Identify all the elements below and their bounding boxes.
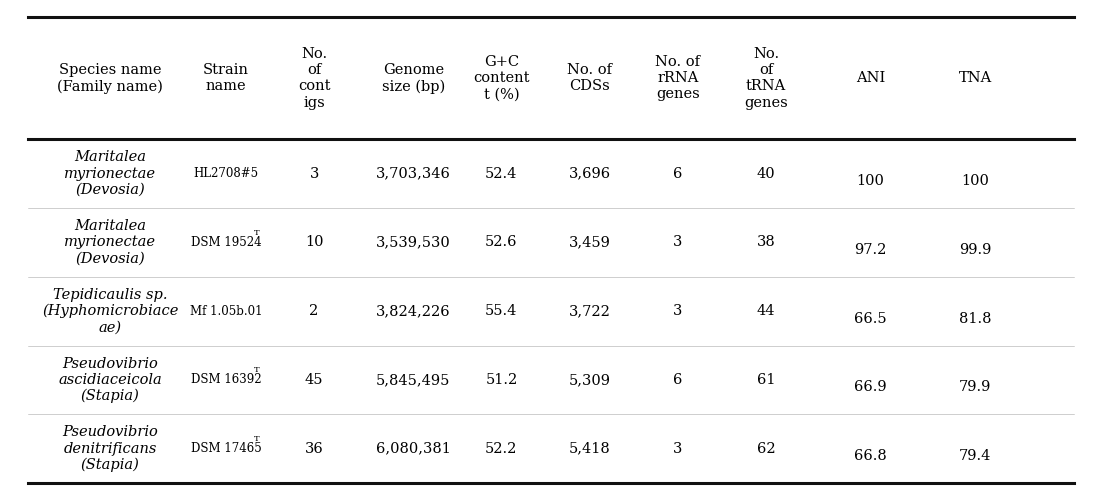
- Text: Tepidicaulis sp.
(Hyphomicrobiace
ae): Tepidicaulis sp. (Hyphomicrobiace ae): [42, 288, 179, 334]
- Text: 6: 6: [673, 166, 682, 181]
- Text: 2: 2: [310, 304, 318, 318]
- Text: Maritalea
myrionectae
(Devosia): Maritalea myrionectae (Devosia): [64, 151, 156, 197]
- Text: 62: 62: [757, 442, 775, 456]
- Text: 3,722: 3,722: [569, 304, 611, 318]
- Text: 3,539,530: 3,539,530: [376, 236, 451, 249]
- Text: 6: 6: [673, 373, 682, 387]
- Text: Species name
(Family name): Species name (Family name): [57, 63, 163, 94]
- Text: 79.4: 79.4: [959, 449, 992, 463]
- Text: 10: 10: [305, 236, 323, 249]
- Text: 51.2: 51.2: [485, 373, 518, 387]
- Text: Mf 1.05b.01: Mf 1.05b.01: [190, 305, 262, 318]
- Text: 45: 45: [305, 373, 323, 387]
- Text: 5,418: 5,418: [569, 442, 611, 456]
- Text: 5,845,495: 5,845,495: [376, 373, 451, 387]
- Text: 36: 36: [304, 442, 324, 456]
- Text: 3,459: 3,459: [569, 236, 611, 249]
- Text: DSM 16392: DSM 16392: [191, 373, 261, 386]
- Text: 100: 100: [961, 174, 990, 188]
- Text: 40: 40: [757, 166, 775, 181]
- Text: 81.8: 81.8: [959, 312, 992, 326]
- Text: No. of
CDSs: No. of CDSs: [568, 63, 612, 93]
- Text: No.
of
tRNA
genes: No. of tRNA genes: [744, 47, 788, 110]
- Text: T: T: [253, 229, 260, 237]
- Text: 66.9: 66.9: [854, 380, 887, 394]
- Text: 61: 61: [757, 373, 775, 387]
- Text: 3,703,346: 3,703,346: [376, 166, 451, 181]
- Text: HL2708#5: HL2708#5: [193, 167, 259, 180]
- Text: DSM 19524: DSM 19524: [191, 236, 261, 249]
- Text: TNA: TNA: [959, 71, 992, 85]
- Text: No.
of
cont
igs: No. of cont igs: [298, 47, 331, 110]
- Text: 52.4: 52.4: [485, 166, 518, 181]
- Text: G+C
content
t (%): G+C content t (%): [473, 55, 530, 101]
- Text: Pseudovibrio
ascidiaceicola
(Stapia): Pseudovibrio ascidiaceicola (Stapia): [58, 357, 162, 404]
- Text: 55.4: 55.4: [485, 304, 518, 318]
- Text: 66.8: 66.8: [854, 449, 887, 463]
- Text: Strain
name: Strain name: [203, 63, 249, 93]
- Text: 3: 3: [673, 304, 682, 318]
- Text: 79.9: 79.9: [959, 380, 992, 394]
- Text: 100: 100: [856, 174, 885, 188]
- Text: Pseudovibrio
denitrificans
(Stapia): Pseudovibrio denitrificans (Stapia): [63, 425, 158, 472]
- Text: 3: 3: [310, 166, 318, 181]
- Text: DSM 17465: DSM 17465: [191, 442, 261, 455]
- Text: T: T: [253, 435, 260, 443]
- Text: 52.2: 52.2: [485, 442, 518, 456]
- Text: 52.6: 52.6: [485, 236, 518, 249]
- Text: 38: 38: [756, 236, 776, 249]
- Text: ANI: ANI: [856, 71, 885, 85]
- Text: Genome
size (bp): Genome size (bp): [381, 63, 445, 94]
- Text: 3,696: 3,696: [569, 166, 611, 181]
- Text: 3,824,226: 3,824,226: [376, 304, 451, 318]
- Text: No. of
rRNA
genes: No. of rRNA genes: [656, 55, 700, 101]
- Text: 6,080,381: 6,080,381: [376, 442, 451, 456]
- Text: 5,309: 5,309: [569, 373, 611, 387]
- Text: 3: 3: [673, 442, 682, 456]
- Text: 3: 3: [673, 236, 682, 249]
- Text: 99.9: 99.9: [959, 243, 992, 257]
- Text: 44: 44: [757, 304, 775, 318]
- Text: T: T: [253, 366, 260, 374]
- Text: 66.5: 66.5: [854, 312, 887, 326]
- Text: 97.2: 97.2: [854, 243, 887, 257]
- Text: Maritalea
myrionectae
(Devosia): Maritalea myrionectae (Devosia): [64, 219, 156, 266]
